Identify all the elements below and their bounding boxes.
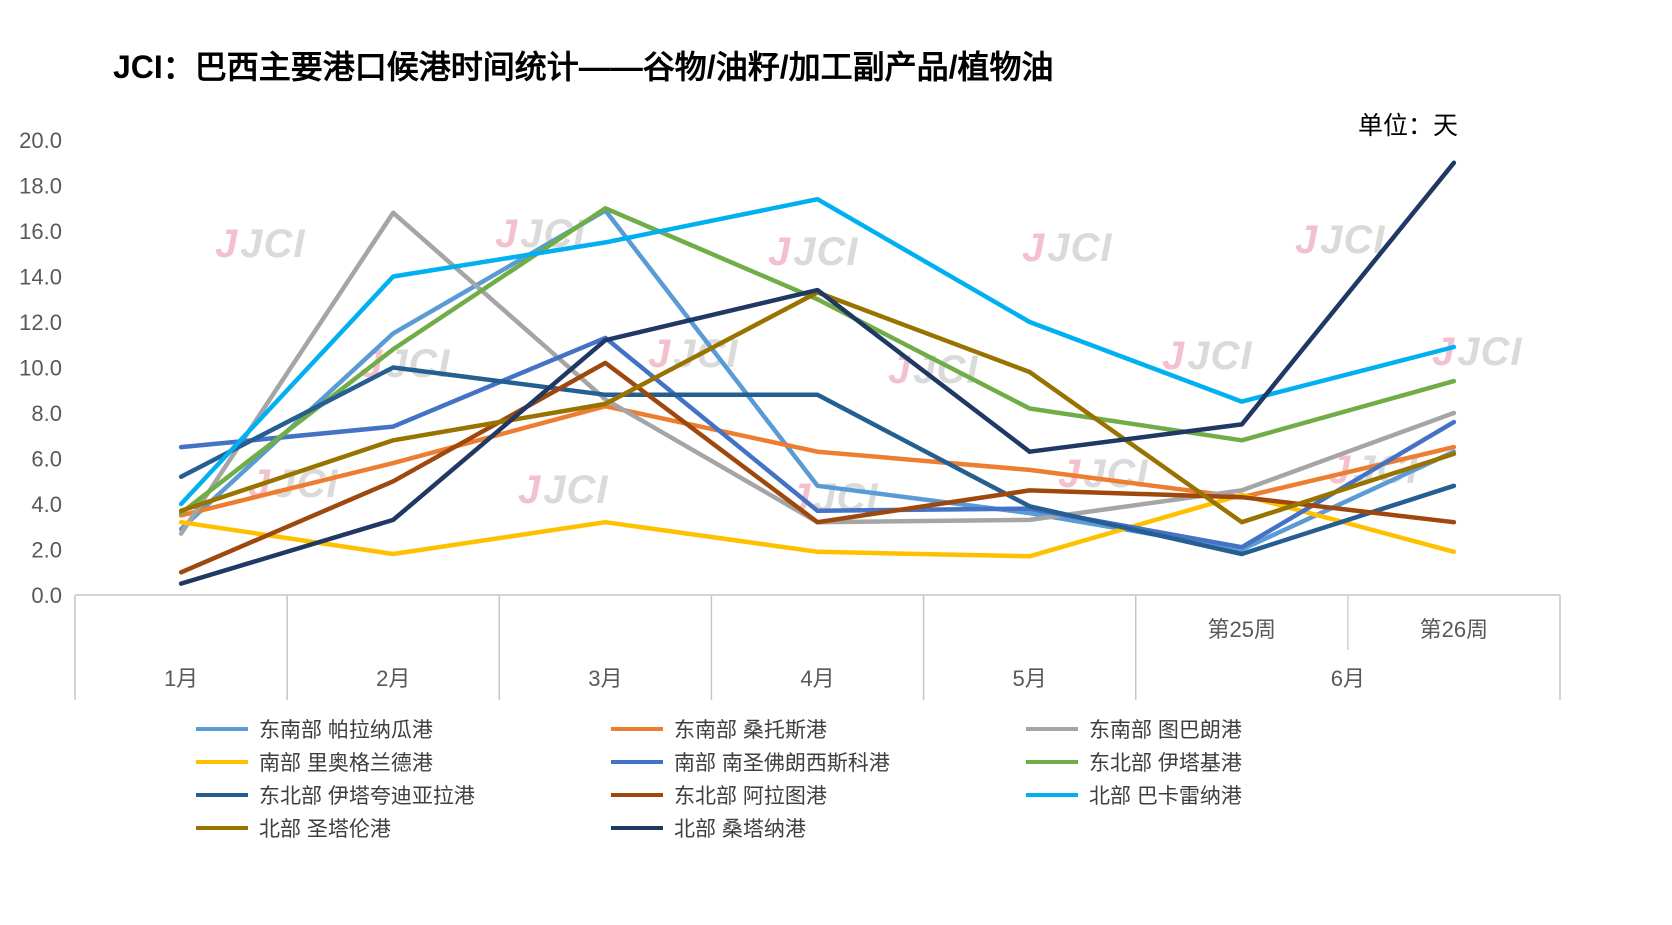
jci-watermark-logo: J bbox=[648, 332, 671, 376]
legend-label: 东南部 图巴朗港 bbox=[1089, 718, 1242, 742]
jci-watermark-text: JCI bbox=[240, 222, 306, 266]
legend-label: 南部 里奥格兰德港 bbox=[259, 751, 433, 775]
jci-watermark-text: JCI bbox=[1047, 226, 1113, 270]
x-axis-month-label: 1月 bbox=[164, 666, 198, 691]
x-axis-month-label: 5月 bbox=[1013, 666, 1047, 691]
legend-swatch bbox=[1026, 792, 1078, 797]
legend-item: 南部 里奥格兰德港 bbox=[196, 747, 611, 777]
jci-watermark: JJCI bbox=[215, 222, 306, 267]
jci-watermark-logo: J bbox=[768, 230, 791, 274]
y-axis-tick-label: 6.0 bbox=[31, 447, 62, 472]
jci-watermark-logo: J bbox=[1022, 226, 1045, 270]
series-line-4 bbox=[178, 335, 1457, 550]
series-line-5 bbox=[178, 206, 1457, 516]
jci-watermark-text: JCI bbox=[1083, 452, 1149, 496]
y-axis-tick-label: 8.0 bbox=[31, 401, 62, 426]
legend-item: 北部 巴卡雷纳港 bbox=[1026, 780, 1441, 810]
jci-watermark-text: JCI bbox=[1457, 330, 1523, 374]
jci-watermark: JJCI bbox=[1295, 218, 1386, 263]
y-axis-tick-label: 2.0 bbox=[31, 538, 62, 563]
legend-item: 东南部 桑托斯港 bbox=[611, 714, 1026, 744]
legend-swatch bbox=[611, 792, 663, 797]
jci-watermark-text: JCI bbox=[543, 468, 609, 512]
legend-swatch bbox=[196, 726, 248, 731]
series-line-6 bbox=[178, 365, 1457, 557]
legend-item: 北部 圣塔伦港 bbox=[196, 813, 611, 843]
y-axis-tick-label: 18.0 bbox=[19, 174, 62, 199]
series-line-7 bbox=[178, 360, 1457, 575]
legend-item: 东南部 图巴朗港 bbox=[1026, 714, 1441, 744]
legend-label: 东南部 帕拉纳瓜港 bbox=[259, 718, 433, 742]
jci-watermark: JJCI bbox=[768, 230, 859, 275]
y-axis-tick-label: 20.0 bbox=[19, 128, 62, 153]
x-axis-week-label: 第25周 bbox=[1208, 617, 1276, 642]
legend-swatch bbox=[196, 759, 248, 764]
y-axis-tick-label: 0.0 bbox=[31, 583, 62, 608]
chart-title: JCI：巴西主要港口候港时间统计——谷物/油籽/加工副产品/植物油 bbox=[113, 49, 1054, 85]
series-line-3 bbox=[178, 492, 1457, 559]
legend-label: 东南部 桑托斯港 bbox=[674, 718, 827, 742]
series-line-0 bbox=[178, 208, 1457, 552]
jci-watermark-text: JCI bbox=[793, 230, 859, 274]
jci-watermark: JJCI bbox=[518, 468, 609, 513]
legend-item: 北部 桑塔纳港 bbox=[611, 813, 1026, 843]
legend-item: 东北部 伊塔夸迪亚拉港 bbox=[196, 780, 611, 810]
legend-item: 东南部 帕拉纳瓜港 bbox=[196, 714, 611, 744]
line-chart: 0.0 2.0 4.0 6.0 8.0 10.0 12.0 14.0 16.0 18.0 20.0 1… bbox=[19, 128, 1561, 700]
y-axis-tick-label: 12.0 bbox=[19, 310, 62, 335]
chart-legend: 东南部 帕拉纳瓜港 东南部 桑托斯港 东南部 图巴朗港南部 里奥格兰德港 南部 南圣佛… bbox=[196, 712, 1441, 844]
legend-item: 南部 南圣佛朗西斯科港 bbox=[611, 747, 1026, 777]
y-axis-tick-label: 16.0 bbox=[19, 219, 62, 244]
unit-label: 单位：天 bbox=[1357, 112, 1458, 140]
jci-watermark-logo: J bbox=[1162, 334, 1185, 378]
legend-swatch bbox=[611, 726, 663, 731]
legend-label: 北部 桑塔纳港 bbox=[674, 817, 806, 841]
x-axis-week-label: 第26周 bbox=[1420, 617, 1488, 642]
y-axis-tick-label: 10.0 bbox=[19, 356, 62, 381]
jci-watermark-logo: J bbox=[518, 468, 541, 512]
x-axis-month-label: 2月 bbox=[376, 666, 410, 691]
legend-swatch bbox=[196, 792, 248, 797]
legend-swatch bbox=[1026, 726, 1078, 731]
legend-label: 北部 圣塔伦港 bbox=[259, 817, 391, 841]
jci-watermark: JJCI bbox=[1022, 226, 1113, 271]
legend-label: 南部 南圣佛朗西斯科港 bbox=[674, 751, 890, 775]
series-line-10 bbox=[178, 160, 1457, 586]
jci-watermark-logo: J bbox=[495, 212, 518, 256]
legend-label: 东北部 伊塔夸迪亚拉港 bbox=[259, 784, 475, 808]
jci-watermark-logo: J bbox=[215, 222, 238, 266]
legend-item: 东北部 伊塔基港 bbox=[1026, 747, 1441, 777]
legend-swatch bbox=[196, 825, 248, 830]
x-axis-month-label: 6月 bbox=[1331, 666, 1365, 691]
x-axis-month-label: 3月 bbox=[588, 666, 622, 691]
legend-label: 北部 巴卡雷纳港 bbox=[1089, 784, 1242, 808]
legend-label: 东北部 阿拉图港 bbox=[674, 784, 827, 808]
y-axis-tick-label: 14.0 bbox=[19, 265, 62, 290]
x-axis-month-label: 4月 bbox=[800, 666, 834, 691]
jci-watermark-text: JCI bbox=[1187, 334, 1253, 378]
legend-label: 东北部 伊塔基港 bbox=[1089, 751, 1242, 775]
jci-watermark-logo: J bbox=[1295, 218, 1318, 262]
legend-swatch bbox=[1026, 759, 1078, 764]
series-line-8 bbox=[178, 196, 1457, 507]
jci-watermark: JJCI bbox=[495, 212, 586, 257]
legend-swatch bbox=[611, 825, 663, 830]
jci-watermark: JJCI bbox=[1162, 334, 1253, 379]
legend-item: 东北部 阿拉图港 bbox=[611, 780, 1026, 810]
legend-swatch bbox=[611, 759, 663, 764]
y-axis-tick-label: 4.0 bbox=[31, 492, 62, 517]
jci-watermark-text: JCI bbox=[1320, 218, 1386, 262]
